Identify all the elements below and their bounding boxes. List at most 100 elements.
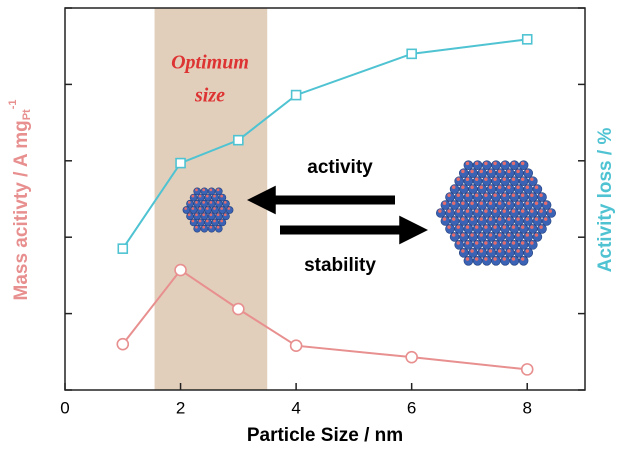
atom-highlight: [498, 233, 501, 236]
atom-highlight: [195, 188, 198, 191]
atom-highlight: [452, 201, 455, 204]
atom-highlight: [539, 225, 542, 228]
atom-highlight: [475, 162, 478, 165]
atom-highlight: [466, 241, 469, 244]
atom-highlight: [206, 195, 209, 198]
atom-highlight: [457, 241, 460, 244]
atom-highlight: [535, 233, 538, 236]
atom-highlight: [195, 226, 198, 229]
x-tick-label: 6: [407, 398, 416, 417]
atom-highlight: [217, 201, 220, 204]
atom-highlight: [447, 209, 450, 212]
atom-highlight: [507, 170, 510, 173]
y-axis-label-sup: -1: [7, 100, 19, 110]
atom-highlight: [498, 186, 501, 189]
atom-highlight: [507, 217, 510, 220]
atom-highlight: [461, 186, 464, 189]
x-tick-label: 8: [522, 398, 531, 417]
atom-highlight: [220, 220, 223, 223]
atom-highlight: [443, 217, 446, 220]
atom-highlight: [475, 241, 478, 244]
atom-highlight: [544, 217, 547, 220]
atom-highlight: [228, 207, 231, 210]
atom-highlight: [516, 233, 519, 236]
atom-highlight: [503, 193, 506, 196]
atom-highlight: [192, 207, 195, 210]
atom-highlight: [192, 220, 195, 223]
nanoparticle: [436, 161, 555, 266]
atom-highlight: [220, 195, 223, 198]
atom-highlight: [512, 209, 515, 212]
atom-highlight: [489, 249, 492, 252]
atom-highlight: [526, 249, 529, 252]
atom-highlight: [498, 249, 501, 252]
marker: [117, 339, 128, 350]
atom-highlight: [480, 233, 483, 236]
atom-highlight: [466, 257, 469, 260]
atom-highlight: [192, 195, 195, 198]
atom-highlight: [498, 201, 501, 204]
atom-highlight: [526, 233, 529, 236]
atom-highlight: [466, 178, 469, 181]
marker: [233, 304, 244, 315]
chart: activity stability Optimum size Particle…: [0, 0, 621, 450]
atom-highlight: [210, 226, 213, 229]
atom-highlight: [217, 226, 220, 229]
atom-highlight: [480, 249, 483, 252]
atom-highlight: [530, 225, 533, 228]
atom-highlight: [521, 225, 524, 228]
atom-highlight: [498, 170, 501, 173]
atom-highlight: [470, 201, 473, 204]
atom-highlight: [457, 209, 460, 212]
annotation: Optimum: [171, 52, 249, 74]
atom-highlight: [498, 217, 501, 220]
atom-highlight: [503, 209, 506, 212]
atom-highlight: [210, 213, 213, 216]
atom-highlight: [457, 193, 460, 196]
atom-highlight: [470, 249, 473, 252]
atom-highlight: [470, 233, 473, 236]
atom-highlight: [493, 193, 496, 196]
atom-highlight: [461, 233, 464, 236]
atom-highlight: [480, 201, 483, 204]
atom-highlight: [535, 217, 538, 220]
atom-highlight: [493, 225, 496, 228]
atom-highlight: [493, 162, 496, 165]
atom-highlight: [484, 257, 487, 260]
atom-highlight: [480, 186, 483, 189]
atom-highlight: [452, 233, 455, 236]
arrow-label: stability: [304, 255, 376, 276]
atom-highlight: [202, 201, 205, 204]
atom-highlight: [503, 162, 506, 165]
atom-highlight: [217, 213, 220, 216]
atom-highlight: [512, 257, 515, 260]
atom-highlight: [516, 170, 519, 173]
atom-highlight: [530, 209, 533, 212]
atom-highlight: [526, 186, 529, 189]
atom-highlight: [507, 249, 510, 252]
atom-highlight: [516, 249, 519, 252]
atom-highlight: [475, 257, 478, 260]
atom-highlight: [521, 241, 524, 244]
atom-highlight: [443, 201, 446, 204]
atom-highlight: [452, 217, 455, 220]
atom-highlight: [457, 178, 460, 181]
atom-highlight: [516, 217, 519, 220]
atom-highlight: [224, 213, 227, 216]
atom-highlight: [199, 195, 202, 198]
atom-highlight: [516, 186, 519, 189]
atom-highlight: [206, 207, 209, 210]
atom-highlight: [526, 217, 529, 220]
atom-highlight: [452, 186, 455, 189]
atom-highlight: [493, 178, 496, 181]
marker: [234, 136, 243, 145]
atom-highlight: [539, 209, 542, 212]
atom-highlight: [484, 209, 487, 212]
atom-highlight: [213, 195, 216, 198]
atom-highlight: [489, 201, 492, 204]
atom-highlight: [213, 220, 216, 223]
atom-highlight: [526, 170, 529, 173]
atom-highlight: [210, 201, 213, 204]
atom-highlight: [188, 213, 191, 216]
marker: [291, 340, 302, 351]
